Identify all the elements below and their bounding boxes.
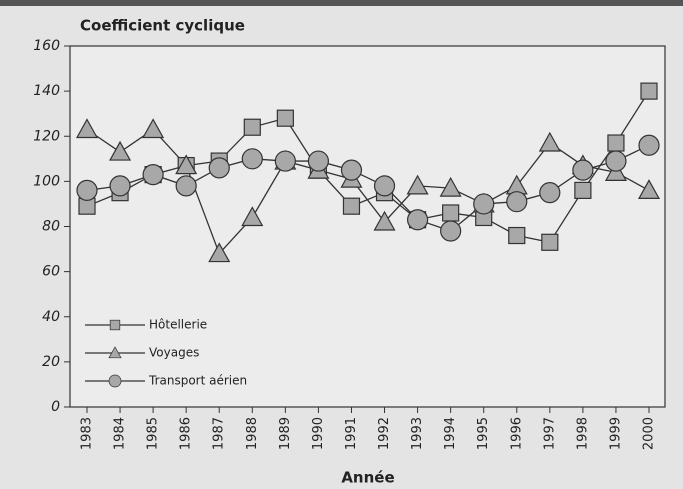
x-tick-label: 2000 [642, 417, 657, 450]
data-point [442, 204, 460, 222]
data-point [208, 157, 230, 179]
data-point [640, 82, 658, 100]
data-point [142, 118, 165, 139]
x-tick-label: 1994 [443, 417, 458, 450]
y-tick-label: 0 [51, 399, 60, 415]
legend-marker [109, 319, 121, 331]
y-tick-label: 100 [33, 173, 60, 189]
data-point [274, 150, 296, 172]
data-point [538, 131, 561, 152]
top-border [0, 0, 683, 6]
y-tick-label: 20 [42, 354, 60, 370]
data-point [175, 175, 197, 197]
x-tick-label: 1997 [542, 417, 557, 450]
chart-title: Coefficient cyclique [80, 17, 245, 35]
y-tick-label: 160 [33, 38, 60, 54]
data-point [276, 109, 294, 127]
legend-label: Hôtellerie [149, 318, 207, 332]
data-point [539, 182, 561, 204]
x-tick-label: 1983 [80, 417, 95, 450]
x-tick-label: 1987 [212, 417, 227, 450]
x-tick-label: 1991 [344, 417, 359, 450]
data-point [605, 150, 627, 172]
data-point [637, 179, 661, 199]
y-tick-label: 80 [42, 219, 60, 235]
data-point [574, 181, 592, 199]
data-point [76, 179, 98, 201]
y-tick-label: 120 [33, 128, 60, 144]
x-tick-label: 1985 [146, 417, 161, 450]
data-point [175, 154, 198, 175]
data-point [342, 197, 361, 215]
data-point [406, 174, 429, 195]
data-point [241, 148, 263, 170]
y-tick-label: 60 [42, 264, 60, 280]
data-point [439, 176, 462, 197]
x-tick-label: 1999 [608, 417, 623, 450]
x-tick-label: 1996 [509, 417, 524, 450]
data-point [506, 191, 528, 213]
data-point [109, 175, 131, 197]
x-tick-label: 1993 [410, 417, 425, 450]
data-point [508, 226, 526, 245]
x-tick-label: 1984 [113, 417, 128, 450]
legend-label: Transport aérien [148, 374, 247, 388]
x-tick-label: 1988 [245, 417, 260, 450]
y-tick-label: 40 [42, 309, 60, 325]
data-point [142, 164, 164, 186]
data-point [208, 242, 231, 263]
data-point [473, 193, 495, 215]
x-tick-label: 1992 [377, 417, 392, 450]
x-axis-label: Année [341, 469, 394, 487]
legend-label: Voyages [149, 346, 199, 360]
x-tick-label: 1986 [179, 417, 194, 450]
legend-marker [108, 346, 122, 359]
x-tick-label: 1989 [278, 417, 293, 450]
data-point [638, 134, 660, 156]
legend-marker [108, 374, 122, 388]
data-point [340, 159, 363, 181]
data-point [241, 206, 264, 227]
data-point [541, 233, 559, 251]
data-point [572, 159, 594, 181]
data-point [373, 175, 396, 197]
x-tick-label: 1998 [575, 417, 590, 450]
data-point [243, 118, 261, 136]
x-tick-label: 1995 [476, 417, 491, 450]
data-point [109, 140, 132, 161]
y-tick-label: 140 [33, 83, 60, 99]
data-point [307, 150, 330, 172]
data-point [373, 210, 396, 231]
plot-area [69, 45, 666, 408]
data-point [406, 209, 429, 231]
x-tick-label: 1990 [311, 417, 326, 450]
data-point [440, 220, 462, 242]
data-point [607, 134, 625, 152]
data-point [75, 118, 99, 139]
